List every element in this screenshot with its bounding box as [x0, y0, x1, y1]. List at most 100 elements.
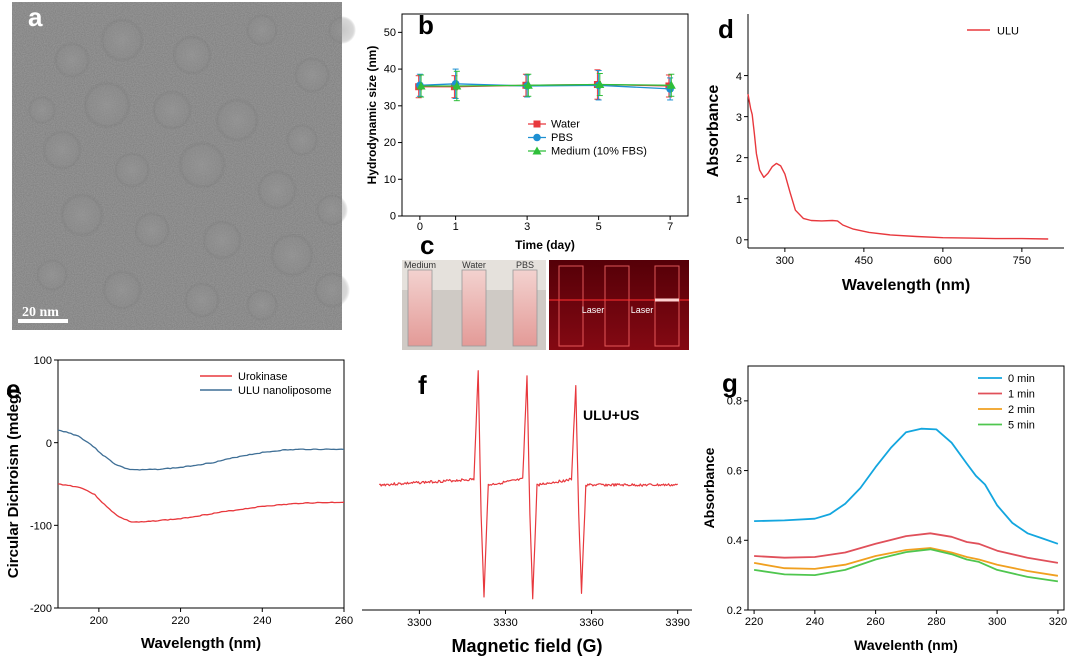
- y-tick-label: 0: [390, 211, 396, 223]
- chart-f-annotation: ULU+US: [583, 407, 639, 423]
- laser-vial-1: [558, 265, 584, 347]
- tem-nanoparticle: [100, 18, 144, 62]
- tem-particles: [28, 14, 356, 321]
- vial-pbs: [512, 269, 538, 347]
- tem-nanoparticle: [257, 170, 297, 210]
- y-tick-label: -200: [30, 603, 52, 615]
- tem-nanoparticle: [28, 96, 56, 124]
- x-tick-label: 5: [596, 221, 602, 233]
- chart-b-frame: [401, 13, 689, 217]
- tem-nanoparticle: [316, 194, 348, 226]
- x-tick-label: 300: [776, 255, 794, 267]
- y-tick-label: 100: [34, 355, 52, 367]
- vial-label-pbs: PBS: [516, 260, 534, 270]
- chart-g-xlabel: Wavelenth (nm): [854, 637, 958, 653]
- y-tick-label: 20: [384, 137, 396, 149]
- series-line-1-min: [754, 532, 1059, 564]
- chart-e-xlabel: Wavelength (nm): [141, 635, 261, 652]
- y-tick-label: 4: [736, 71, 742, 83]
- tem-nanoparticle: [60, 193, 104, 237]
- x-tick-label: 450: [855, 255, 873, 267]
- tem-nanoparticle: [102, 270, 142, 310]
- chart-g-frame: [747, 365, 1065, 611]
- chart-e-ylabel: Circular Dichroism (mdeg): [5, 390, 22, 578]
- legend-marker: [532, 146, 542, 155]
- x-tick-label: 300: [988, 616, 1006, 628]
- scale-bar: [18, 319, 68, 323]
- panel-letter-f: f: [418, 370, 427, 400]
- tem-nanoparticle: [36, 259, 68, 291]
- tem-nanoparticle: [42, 130, 82, 170]
- tem-nanoparticle: [184, 282, 220, 318]
- tem-nanoparticle: [328, 16, 356, 44]
- series-line-ulu: [747, 93, 1049, 240]
- panel-letter-g: g: [722, 368, 738, 398]
- legend-label: ULU nanoliposome: [238, 385, 332, 397]
- tem-nanoparticle: [286, 124, 318, 156]
- tem-nanoparticle: [54, 42, 90, 78]
- y-tick-label: 10: [384, 174, 396, 186]
- chart-b-xlabel: Time (day): [515, 238, 575, 252]
- tem-nanoparticle: [314, 272, 350, 308]
- laser-label-1: Laser: [582, 305, 605, 315]
- data-point: [666, 80, 676, 89]
- data-point: [523, 80, 533, 89]
- data-point: [416, 81, 426, 90]
- x-tick-label: 3300: [407, 617, 431, 629]
- y-tick-label: 1: [736, 194, 742, 206]
- legend-marker: [533, 120, 541, 128]
- x-tick-label: 260: [335, 615, 353, 627]
- chart-d-xlabel: Wavelength (nm): [842, 277, 970, 294]
- tem-nanoparticle: [246, 289, 278, 321]
- chart-e-frame: [57, 359, 345, 609]
- legend-label: 2 min: [1008, 404, 1035, 416]
- series-line-epr: [378, 370, 679, 600]
- tem-nanoparticle: [134, 212, 170, 248]
- y-tick-label: 0.6: [727, 465, 742, 477]
- chart-e: 200 220 240 260 100 0 -100 -200 Wavelength (nm) C…: [5, 355, 353, 652]
- x-tick-label: 3360: [579, 617, 603, 629]
- laser-vial-2: [604, 265, 630, 347]
- tem-nanoparticle: [294, 57, 330, 93]
- x-tick-label: 0: [417, 221, 423, 233]
- y-tick-label: 30: [384, 100, 396, 112]
- chart-g: 220 240 260 280 300 320 0.2 0.4 0.6 0.8 Wavelenth …: [701, 365, 1067, 653]
- series-line-0-min: [754, 427, 1059, 545]
- vial-label-medium: Medium: [404, 260, 436, 270]
- tem-nanoparticle: [114, 152, 150, 188]
- x-tick-label: 260: [866, 616, 884, 628]
- chart-f: 3300 3330 3360 3390 Magnetic field (G) ULU+US: [362, 370, 692, 656]
- legend-label: PBS: [551, 132, 573, 144]
- tem-nanoparticle: [202, 220, 242, 260]
- panel-letter-c: c: [420, 230, 434, 260]
- data-point: [595, 80, 605, 89]
- x-tick-label: 200: [90, 615, 108, 627]
- y-tick-label: 2: [736, 153, 742, 165]
- chart-d: 300 450 600 750 0 1 2 3 4 Wavelength (nm) Absorban…: [705, 14, 1064, 294]
- x-tick-label: 3330: [493, 617, 517, 629]
- chart-g-ylabel: Absorbance: [701, 447, 717, 528]
- scale-bar-label: 20 nm: [22, 305, 59, 320]
- legend-label: Urokinase: [238, 371, 288, 383]
- x-tick-label: 280: [927, 616, 945, 628]
- legend-label: ULU: [997, 26, 1019, 38]
- x-tick-label: 600: [934, 255, 952, 267]
- vial-label-water: Water: [462, 260, 486, 270]
- tem-nanoparticle: [215, 98, 259, 142]
- vial-medium: [407, 269, 433, 347]
- legend-label: 1 min: [1008, 389, 1035, 401]
- y-tick-label: 0: [46, 438, 52, 450]
- x-tick-label: 220: [745, 616, 763, 628]
- series-line-5-min: [753, 548, 1059, 583]
- data-point: [452, 81, 462, 90]
- y-tick-label: 3: [736, 112, 742, 124]
- y-tick-label: -100: [30, 521, 52, 533]
- x-tick-label: 7: [667, 221, 673, 233]
- panel-letter-e: e: [6, 374, 20, 404]
- y-tick-label: 0: [736, 235, 742, 247]
- vial-water: [461, 269, 487, 347]
- x-tick-label: 750: [1013, 255, 1031, 267]
- legend-marker: [533, 133, 541, 142]
- series-line-2-min: [753, 547, 1059, 577]
- panel-letter-a: a: [28, 2, 43, 32]
